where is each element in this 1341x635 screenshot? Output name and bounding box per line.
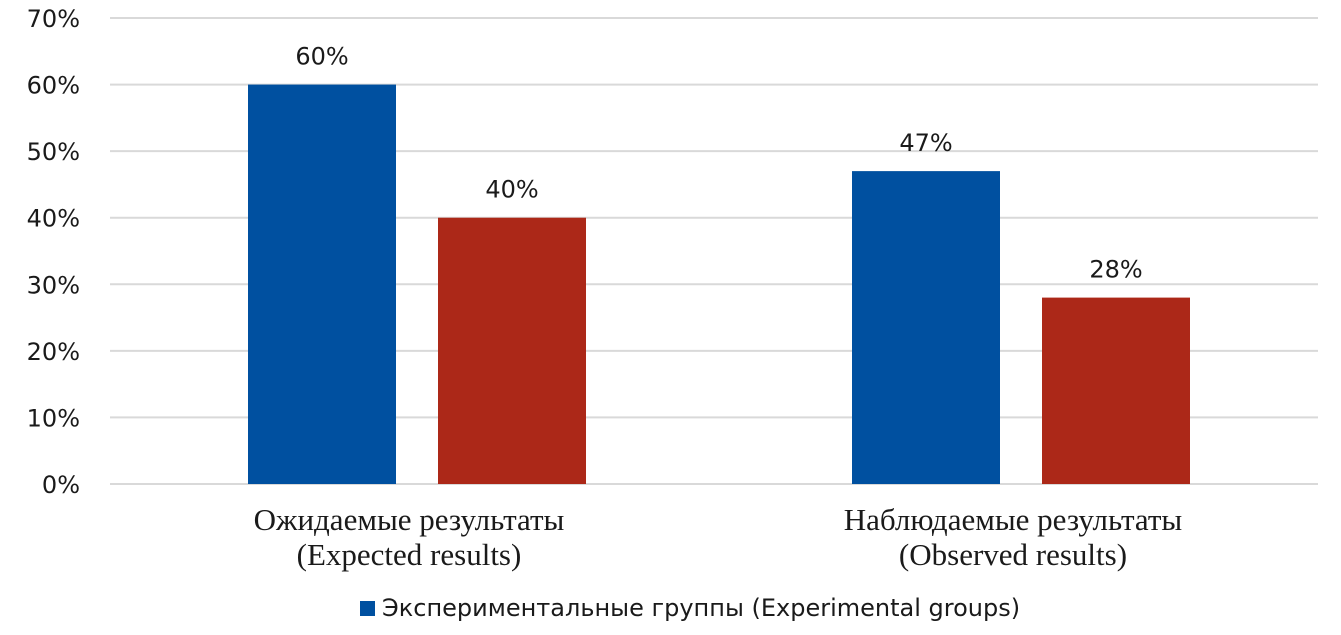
category-labels: Ожидаемые результаты(Expected results) На… (254, 502, 1183, 572)
y-tick-label: 40% (27, 205, 80, 233)
y-axis-ticks: 0% 10% 20% 30% 40% 50% 60% 70% (27, 5, 80, 499)
bar (438, 217, 586, 484)
data-labels: 60% 40% 47% 28% (295, 43, 1142, 284)
bar-value-label: 47% (899, 129, 952, 157)
bar (1042, 297, 1190, 484)
y-tick-label: 20% (27, 338, 80, 366)
bar-value-label: 60% (295, 43, 348, 71)
bar-chart: 0% 10% 20% 30% 40% 50% 60% 70% 60% 40% 47% 28% Ожи… (27, 5, 1318, 572)
y-tick-label: 50% (27, 138, 80, 166)
y-tick-label: 70% (27, 5, 80, 33)
bar (248, 84, 396, 485)
legend-label: Экспериментальные группы (Experimental g… (382, 594, 1021, 622)
category-label: Ожидаемые результаты (254, 502, 565, 537)
category-label: Наблюдаемые результаты (844, 502, 1183, 537)
y-tick-label: 60% (27, 72, 80, 100)
category-label: (Observed results) (899, 537, 1127, 572)
bars (248, 84, 1190, 485)
y-tick-label: 30% (27, 271, 80, 299)
legend: Экспериментальные группы (Experimental g… (360, 588, 1020, 628)
legend-swatch (360, 600, 375, 616)
y-tick-label: 0% (42, 471, 80, 499)
bar-value-label: 40% (485, 176, 538, 204)
bar (852, 171, 1000, 484)
bar-value-label: 28% (1089, 256, 1142, 284)
y-tick-label: 10% (27, 404, 80, 432)
category-label: (Expected results) (297, 537, 522, 572)
